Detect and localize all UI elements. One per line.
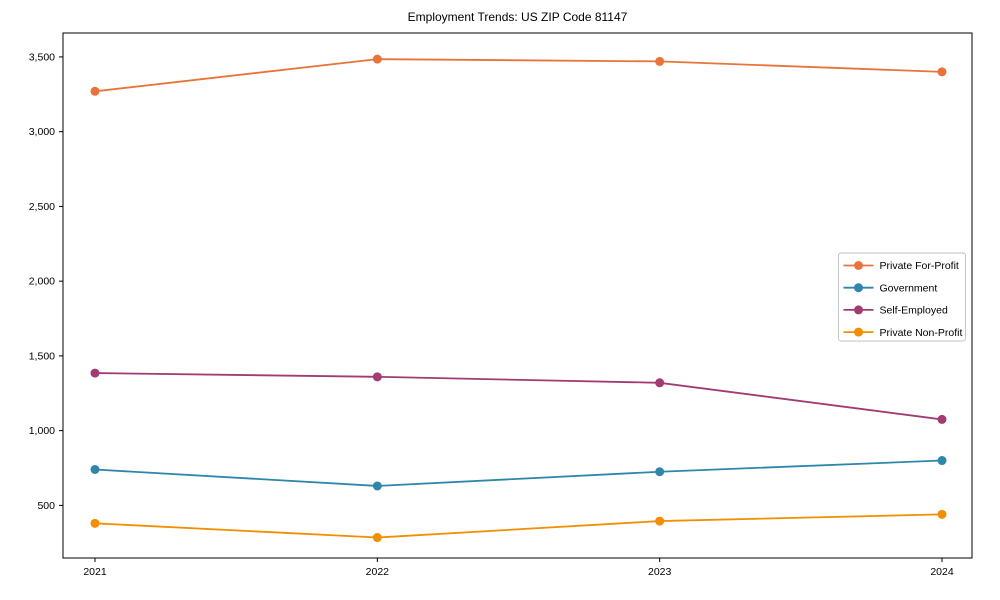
x-tick-label: 2024 bbox=[930, 566, 954, 578]
legend-label-government: Government bbox=[880, 282, 938, 294]
legend bbox=[838, 252, 966, 342]
data-point-private-non-profit bbox=[655, 516, 665, 526]
x-tick-label: 2022 bbox=[366, 566, 390, 578]
legend-swatch-marker-government bbox=[854, 283, 863, 293]
y-tick-label: 500 bbox=[37, 500, 55, 512]
y-tick-label: 2,000 bbox=[29, 276, 55, 288]
data-point-government bbox=[937, 456, 947, 466]
series-line-private-non-profit bbox=[94, 513, 943, 539]
y-tick-label: 1,500 bbox=[29, 350, 55, 362]
data-point-private-non-profit bbox=[937, 509, 947, 519]
y-tick-label: 3,500 bbox=[29, 51, 55, 63]
data-point-private-non-profit bbox=[90, 518, 100, 528]
data-point-self-employed bbox=[655, 378, 665, 388]
series-line-government bbox=[94, 459, 943, 487]
x-tick-label: 2021 bbox=[83, 566, 107, 578]
legend-swatch-marker-private-for-profit bbox=[854, 261, 863, 270]
series-line-self-employed bbox=[94, 372, 943, 421]
legend-swatch-marker-private-non-profit bbox=[854, 327, 863, 337]
data-point-government bbox=[655, 467, 665, 477]
data-point-private-non-profit bbox=[372, 533, 382, 543]
legend-label-private-non-profit: Private Non-Profit bbox=[880, 327, 963, 339]
legend-label-self-employed: Self-Employed bbox=[880, 305, 948, 317]
x-tick-label: 2023 bbox=[648, 566, 672, 578]
data-point-private-for-profit bbox=[655, 56, 665, 66]
y-tick-label: 3,000 bbox=[29, 126, 55, 138]
legend-label-private-for-profit: Private For-Profit bbox=[880, 260, 959, 272]
data-point-government bbox=[372, 481, 382, 491]
data-point-private-for-profit bbox=[90, 86, 100, 96]
series-line-private-for-profit bbox=[94, 58, 943, 93]
y-tick-label: 1,000 bbox=[29, 425, 55, 437]
data-point-self-employed bbox=[90, 368, 100, 378]
y-tick-label: 2,500 bbox=[29, 201, 55, 213]
data-point-government bbox=[90, 465, 100, 475]
plot-border bbox=[62, 32, 973, 559]
data-point-self-employed bbox=[937, 414, 947, 424]
data-point-self-employed bbox=[372, 372, 382, 382]
data-point-private-for-profit bbox=[937, 67, 947, 77]
legend-swatch-marker-self-employed bbox=[854, 305, 863, 315]
chart-title: Employment Trends: US ZIP Code 81147 bbox=[407, 10, 628, 24]
data-point-private-for-profit bbox=[372, 54, 382, 64]
